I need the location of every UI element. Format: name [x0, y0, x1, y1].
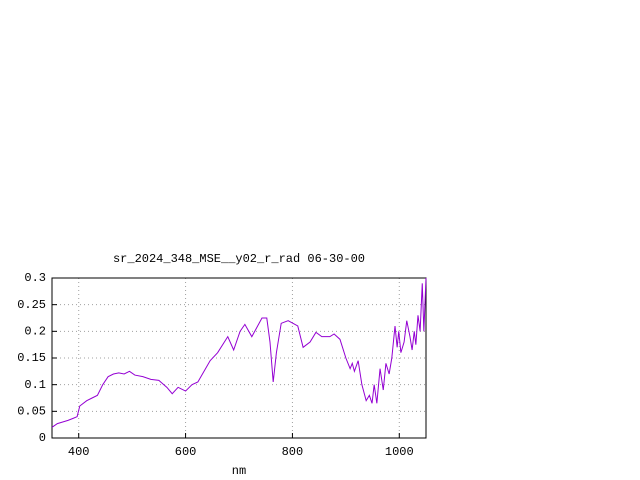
chart-title: sr_2024_348_MSE__y02_r_rad 06-30-00 — [113, 252, 365, 266]
x-axis-label: nm — [232, 464, 246, 478]
x-tick-label: 400 — [68, 445, 90, 459]
y-tick-label: 0.2 — [24, 325, 46, 339]
y-tick-label: 0 — [39, 431, 46, 445]
y-tick-label: 0.05 — [17, 405, 46, 419]
y-tick-label: 0.1 — [24, 378, 46, 392]
y-tick-label: 0.25 — [17, 298, 46, 312]
y-tick-label: 0.3 — [24, 271, 46, 285]
y-tick-label: 0.15 — [17, 351, 46, 365]
x-tick-label: 1000 — [385, 445, 414, 459]
x-tick-label: 800 — [282, 445, 304, 459]
data-line — [51, 277, 427, 428]
x-tick-label: 600 — [175, 445, 197, 459]
plot-border — [51, 277, 427, 439]
